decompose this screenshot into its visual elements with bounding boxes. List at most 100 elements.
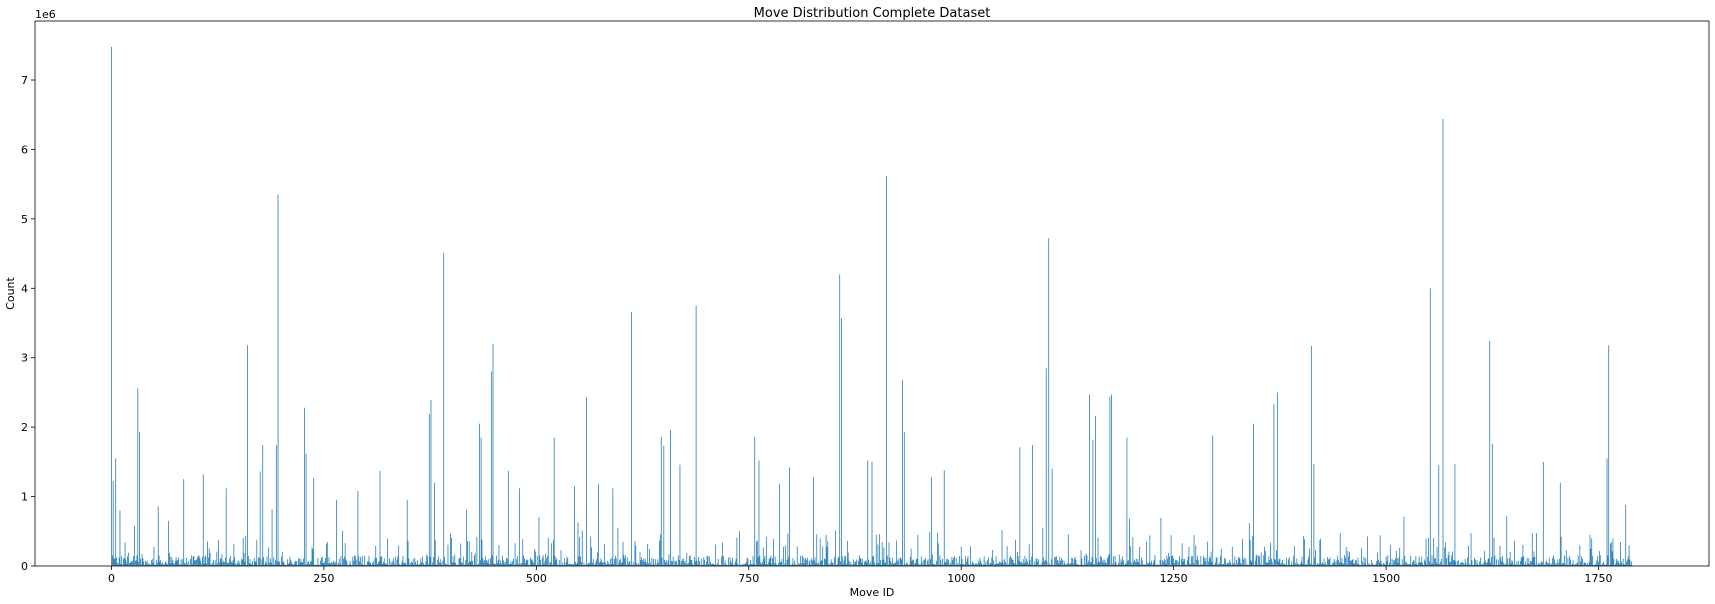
bar — [303, 407, 305, 566]
bar — [1541, 561, 1542, 566]
bar — [1497, 559, 1499, 566]
bar — [427, 556, 428, 566]
bar — [886, 175, 887, 566]
bar — [137, 388, 139, 566]
bar — [631, 564, 633, 566]
bar — [1087, 563, 1089, 566]
bar — [1044, 559, 1046, 566]
bar — [1192, 563, 1194, 566]
bar — [1187, 556, 1189, 566]
bar — [1323, 558, 1325, 566]
bar — [1556, 564, 1558, 566]
bar — [577, 522, 579, 566]
bar — [977, 560, 979, 566]
bar — [1516, 561, 1518, 566]
bar — [1114, 555, 1116, 566]
bar — [1235, 564, 1237, 566]
bar — [567, 558, 569, 566]
bar — [496, 563, 498, 566]
bar — [953, 557, 954, 566]
bar — [1504, 563, 1506, 566]
bar — [1432, 563, 1434, 566]
bar — [807, 564, 809, 566]
bar — [1577, 555, 1579, 566]
bar — [1415, 556, 1417, 566]
bar — [794, 560, 796, 566]
bar — [811, 558, 813, 566]
bar — [1006, 546, 1008, 566]
bar — [309, 563, 310, 566]
bar — [151, 560, 152, 566]
bar — [1488, 558, 1490, 566]
bar — [1032, 445, 1033, 566]
bar — [688, 562, 689, 566]
bar — [565, 561, 567, 566]
bar — [117, 564, 119, 566]
bar — [562, 562, 564, 566]
bar — [1452, 560, 1454, 566]
bar — [1225, 559, 1226, 566]
bar — [579, 537, 581, 566]
bar — [693, 564, 694, 566]
bar — [277, 194, 279, 566]
bar — [1148, 562, 1150, 566]
bar — [922, 564, 924, 566]
bar — [1253, 423, 1254, 566]
bar — [1237, 563, 1238, 566]
bar — [1425, 538, 1427, 566]
bar — [130, 561, 132, 566]
bar — [807, 557, 808, 566]
bar — [825, 534, 827, 566]
bar — [513, 558, 514, 566]
bar — [789, 467, 790, 566]
bar — [1019, 447, 1021, 566]
bar — [473, 564, 474, 566]
bar — [1491, 443, 1493, 566]
bar — [669, 564, 671, 566]
bar — [241, 559, 243, 566]
bar — [1355, 560, 1357, 566]
bar — [307, 562, 309, 566]
bar — [816, 534, 818, 566]
bar — [1097, 537, 1099, 566]
bar — [1352, 559, 1354, 566]
bar — [894, 562, 896, 566]
bar — [1143, 564, 1145, 566]
bar — [547, 537, 549, 566]
bar — [238, 563, 240, 566]
bar — [491, 555, 493, 566]
bar — [1485, 563, 1487, 566]
bar — [1339, 533, 1341, 566]
bar — [1048, 238, 1050, 566]
bar — [1322, 564, 1324, 566]
bar — [783, 546, 784, 566]
bar — [626, 564, 627, 566]
bar — [140, 564, 142, 566]
bar — [1542, 562, 1543, 566]
bar — [1338, 562, 1340, 566]
bar — [129, 562, 131, 566]
bar — [867, 460, 869, 566]
bar — [551, 543, 553, 566]
bar — [1480, 564, 1482, 566]
bar — [1454, 463, 1456, 566]
bar — [1387, 555, 1389, 566]
bar — [1582, 564, 1584, 566]
bar — [338, 558, 340, 566]
bar — [505, 561, 507, 566]
bar — [289, 556, 291, 566]
bar — [235, 563, 236, 566]
bar — [795, 564, 797, 566]
bar — [162, 564, 164, 566]
bar — [954, 556, 955, 566]
bar — [1426, 564, 1428, 566]
bar — [855, 561, 857, 566]
bar — [1016, 551, 1018, 566]
bar — [247, 345, 248, 566]
bar — [590, 536, 592, 566]
bar — [394, 556, 396, 566]
bar — [617, 527, 619, 566]
bar — [1627, 556, 1629, 566]
bar — [942, 558, 943, 566]
bar — [638, 564, 640, 566]
